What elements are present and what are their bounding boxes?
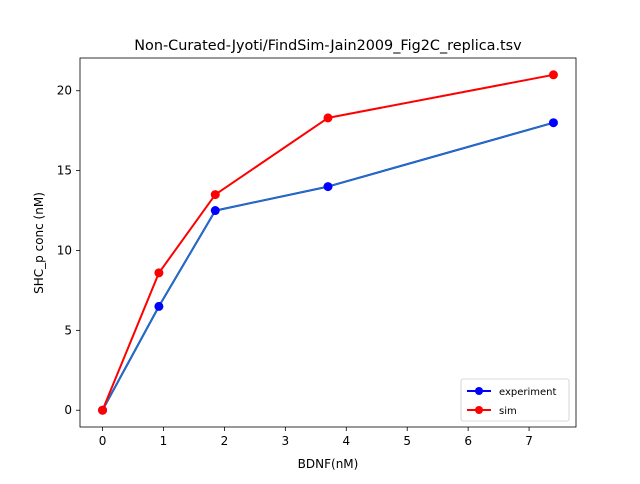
data-point-sim: [323, 113, 333, 123]
data-point-sim: [98, 405, 108, 415]
y-tick-label: 5: [64, 323, 72, 337]
x-axis-label: BDNF(nM): [298, 457, 359, 471]
axes-frame: [79, 57, 577, 428]
x-tick-label: 2: [221, 434, 229, 448]
data-point-experiment: [323, 182, 333, 192]
x-tick-label: 5: [403, 434, 411, 448]
legend-marker-sim: [475, 406, 483, 414]
axes: 0 1 2 3 4 5 6 7 0 5 10 15 20: [57, 57, 577, 448]
data-point-sim: [548, 70, 558, 80]
data-point-sim: [210, 190, 220, 200]
x-tick-label: 4: [342, 434, 350, 448]
data-point-experiment: [548, 118, 558, 128]
y-tick-label: 10: [57, 243, 72, 257]
data-point-experiment: [154, 301, 164, 311]
legend-label-experiment: experiment: [499, 387, 557, 398]
y-axis-label: SHC_p conc (nM): [32, 192, 46, 294]
y-tick-label: 20: [57, 84, 72, 98]
plot-area: [98, 70, 558, 415]
legend-label-sim: sim: [499, 406, 517, 417]
x-tick-label: 6: [464, 434, 472, 448]
legend: experiment sim: [460, 378, 570, 422]
legend-marker-experiment: [475, 387, 483, 395]
data-point-sim: [154, 268, 164, 278]
x-tick-label: 1: [160, 434, 168, 448]
chart-title: Non-Curated-Jyoti/FindSim-Jain2009_Fig2C…: [134, 38, 522, 54]
y-tick-label: 0: [64, 403, 72, 417]
x-tick-label: 7: [525, 434, 533, 448]
data-point-experiment: [210, 206, 220, 216]
x-tick-label: 0: [99, 434, 107, 448]
x-tick-label: 3: [282, 434, 290, 448]
y-tick-label: 15: [57, 164, 72, 178]
